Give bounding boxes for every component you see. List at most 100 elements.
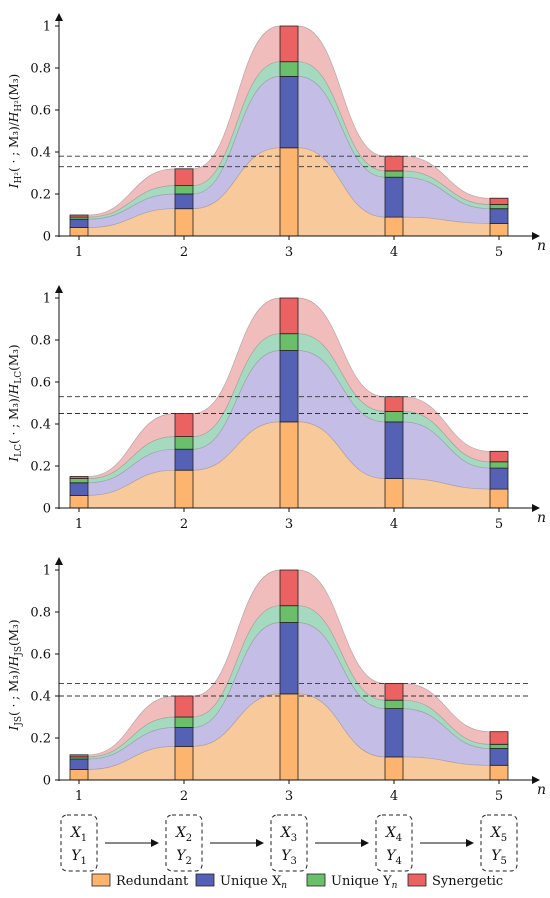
flow-3-1-2	[88, 168, 175, 218]
bar-segment-synergetic-n3	[279, 569, 299, 607]
flow-0-2-3	[193, 421, 280, 508]
flow-edge	[192, 147, 281, 210]
chain-node-x-label: X5	[490, 825, 507, 844]
bar-segment-redundant-n3	[279, 147, 299, 237]
bar-segment-unique-x-n-n5	[489, 748, 509, 766]
chain-node-y-label: Y3	[281, 848, 297, 867]
flow-2-1-2	[88, 717, 175, 759]
x-tick-label: 3	[285, 517, 293, 532]
flow-edge	[192, 76, 281, 195]
bar-segment-unique-x-n-n5	[489, 208, 509, 224]
flow-3-2-3	[193, 298, 280, 437]
flow-2-2-3	[193, 61, 280, 195]
flow-1-1-2	[88, 194, 175, 228]
flow-edge	[297, 25, 386, 157]
bar-segment-unique-x-n-n4	[384, 708, 404, 758]
bar-segment-unique-y-n-n5	[489, 461, 509, 469]
flow-edge	[297, 350, 386, 423]
flow-edge	[402, 176, 491, 210]
bar-segment-unique-x-n-n3	[279, 622, 299, 695]
bar-segment-unique-y-n-n2	[174, 185, 194, 195]
chain-node-box	[60, 814, 98, 872]
flow-3-1-2	[88, 696, 175, 757]
y-tick-label: 0.6	[30, 376, 51, 391]
x-tick-label: 1	[75, 517, 83, 532]
chart-panel-3: 0 0.2 0.4 0.6 0.8 1 1 2 3 4 5 n IJS( · ; M₃)/HJS(M₃)	[7, 557, 546, 804]
flow-1-2-3	[193, 76, 280, 209]
flow-edge	[87, 727, 176, 760]
flow-edge	[87, 436, 176, 479]
flow-edge	[87, 208, 176, 228]
bar-segment-unique-x-n-n4	[384, 421, 404, 479]
flow-edge	[297, 569, 386, 684]
flow-0-2-3	[193, 693, 280, 780]
flow-edge	[402, 155, 491, 199]
flow-1-1-2	[88, 727, 175, 770]
y-tick-label: 0.8	[30, 606, 51, 621]
bar-segment-unique-y-n-n2	[174, 436, 194, 450]
flow-edge	[87, 695, 176, 756]
flow-0-4-5	[403, 217, 490, 236]
flow-edge	[192, 350, 281, 450]
flow-1-4-5	[403, 421, 490, 490]
flow-1-3-4	[298, 622, 385, 757]
y-tick-label: 0	[43, 502, 51, 517]
legend-label: Unique Xn	[220, 874, 287, 891]
bar-segment-unique-y-n-n1	[69, 478, 89, 484]
chain-node-x-label: X3	[280, 825, 297, 844]
bar-segment-redundant-n1	[69, 227, 89, 237]
flow-3-3-4	[298, 298, 385, 412]
bar-segment-unique-y-n-n2	[174, 716, 194, 728]
flow-0-4-5	[403, 756, 490, 780]
y-tick-label: 1	[43, 564, 51, 579]
bars	[69, 25, 509, 237]
y-axis-label: IH²( · ; M₃)/HH²(M₃)	[7, 74, 24, 189]
bar-segment-unique-y-n-n5	[489, 204, 509, 210]
flow-3-1-2	[88, 413, 175, 479]
flow-edge	[297, 622, 386, 709]
bar-segment-redundant-n3	[279, 693, 299, 781]
bar-segment-unique-y-n-n3	[279, 605, 299, 623]
legend-item-red: Redundant	[91, 873, 189, 889]
bar-segment-unique-x-n-n5	[489, 467, 509, 490]
bar-segment-unique-y-n-n4	[384, 170, 404, 178]
flow-0-1-2	[88, 208, 175, 236]
chain-node-x-label: X4	[385, 825, 402, 844]
flow-edge	[192, 25, 281, 170]
flow-edge	[402, 478, 491, 490]
y-axis-label: IJS( · ; M₃)/HJS(M₃)	[7, 619, 24, 731]
flow-0-3-4	[298, 693, 385, 780]
bar-segment-unique-x-n-n1	[69, 758, 89, 770]
legend-item-ux: Unique Xn	[195, 873, 287, 891]
bar-segment-synergetic-n5	[489, 450, 509, 463]
flow-2-2-3	[193, 333, 280, 450]
bar-segment-redundant-n4	[384, 216, 404, 237]
x-tick-label: 3	[285, 245, 293, 260]
bar-segment-unique-x-n-n3	[279, 350, 299, 423]
flow-0-3-4	[298, 421, 385, 508]
legend-label: Unique Yn	[331, 874, 398, 891]
flow-2-3-4	[298, 333, 385, 422]
bar-segment-synergetic-n1	[69, 214, 89, 218]
flow-edge	[87, 185, 176, 218]
flow-2-1-2	[88, 185, 175, 220]
bar-segment-synergetic-n3	[279, 25, 299, 63]
bar-segment-synergetic-n4	[384, 396, 404, 412]
flow-edge	[402, 396, 491, 452]
bar-segment-unique-x-n-n1	[69, 218, 89, 228]
flow-0-3-4	[298, 147, 385, 236]
flow-edge	[87, 168, 176, 216]
chain-node-box	[270, 814, 308, 872]
chain-node-y-label: Y1	[71, 848, 87, 867]
flow-3-4-5	[403, 683, 490, 745]
flow-edge	[402, 683, 491, 733]
flow-edge	[192, 569, 281, 697]
bar-segment-unique-y-n-n3	[279, 61, 299, 77]
flow-2-2-3	[193, 605, 280, 728]
legend-label: Synergetic	[432, 874, 503, 889]
legend-swatch	[195, 873, 215, 887]
flow-3-2-3	[193, 26, 280, 186]
